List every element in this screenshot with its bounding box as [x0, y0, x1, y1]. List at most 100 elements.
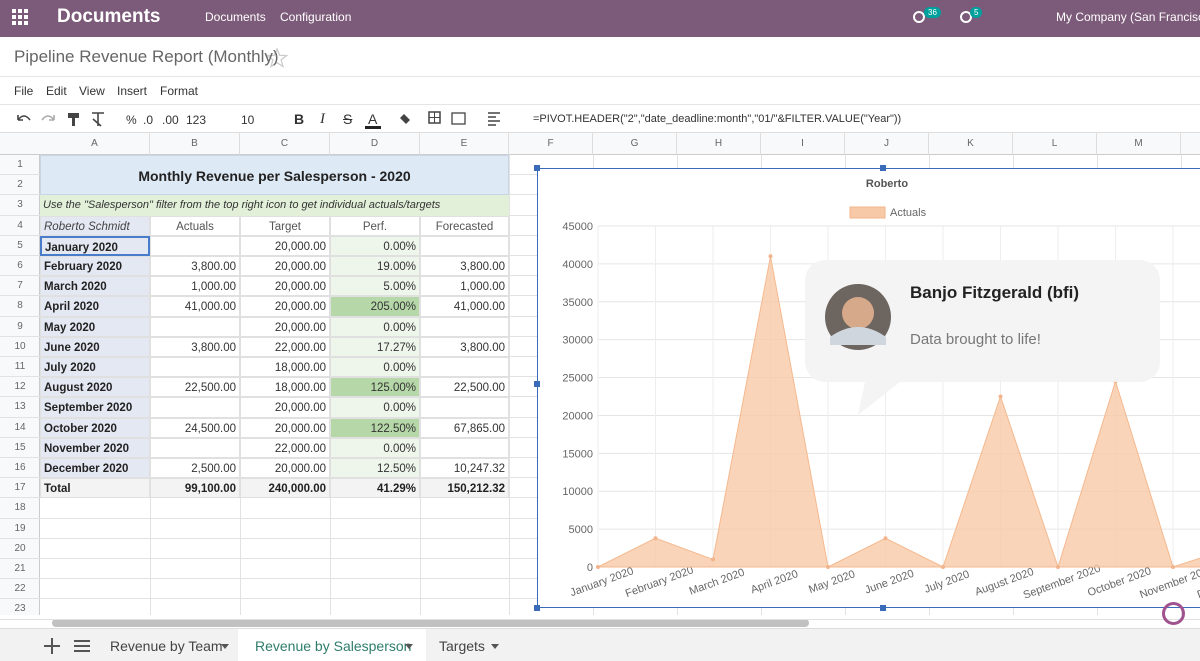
area [597, 256, 1200, 569]
cell: 1,000.00 [420, 276, 509, 297]
scrollbar[interactable] [52, 619, 809, 627]
bubble-shape [805, 260, 1160, 415]
row-header: 11 [0, 357, 40, 378]
y-tick-label: 45000 [562, 221, 593, 233]
sheet-tab[interactable]: Targets [439, 638, 485, 654]
avatar-face [842, 297, 874, 329]
menu-item[interactable]: Edit [46, 84, 67, 98]
star-icon[interactable] [266, 47, 288, 69]
caret [491, 644, 499, 649]
cell: July 2020 [40, 357, 150, 378]
cell: March 2020 [40, 276, 150, 297]
bottom-bar [0, 628, 1200, 661]
data-point [941, 565, 945, 569]
x-tick-label: April 2020 [749, 568, 800, 596]
resize-handle[interactable] [534, 165, 540, 171]
y-tick-label: 20000 [562, 410, 593, 422]
resize-handle[interactable] [880, 165, 886, 171]
cell: September 2020 [40, 397, 150, 418]
row-header: 14 [0, 418, 40, 438]
sheet-tab[interactable]: Revenue by Team [110, 638, 223, 654]
cell: Actuals [150, 215, 240, 236]
menu-item[interactable]: Format [160, 84, 199, 98]
toolbar-icons [17, 111, 500, 129]
row-header: 18 [0, 498, 40, 519]
navbar [0, 0, 1200, 37]
row-header: 15 [0, 438, 40, 458]
resize-handle[interactable] [534, 381, 540, 387]
company[interactable]: My Company (San Francisco [1056, 10, 1200, 24]
cell: 2,500.00 [150, 458, 240, 479]
cell: 240,000.00 [240, 478, 330, 499]
sheet-title: Monthly Revenue per Salesperson - 2020 [40, 155, 509, 196]
cell [420, 357, 509, 378]
tab-caret[interactable] [221, 644, 229, 649]
row-header: 10 [0, 337, 40, 357]
badge[interactable]: 36 [924, 7, 941, 18]
tab-caret[interactable] [405, 644, 413, 649]
cell: 22,000.00 [240, 437, 330, 458]
cell: 5.00% [330, 276, 420, 297]
cell: 20,000.00 [240, 256, 330, 277]
toolbar-button[interactable]: S [343, 111, 353, 127]
tab-caret[interactable] [491, 644, 499, 649]
badge[interactable]: 5 [970, 7, 983, 18]
toolbar-button[interactable]: A [368, 111, 378, 127]
legend-swatch [849, 206, 886, 219]
record-indicator [1162, 602, 1185, 625]
nav-menu[interactable]: Configuration [280, 10, 352, 24]
app-name[interactable]: Documents [57, 6, 161, 27]
cell: 20,000.00 [240, 276, 330, 297]
nav-icon[interactable] [960, 11, 972, 23]
active-tab [238, 629, 426, 661]
cell [150, 437, 240, 458]
cell [420, 397, 509, 418]
cell [150, 316, 240, 337]
x-tick-label: June 2020 [863, 568, 915, 597]
cell: 67,865.00 [420, 417, 509, 438]
cell: 22,000.00 [240, 336, 330, 357]
column-header: C [240, 133, 330, 155]
sheet-tab[interactable]: Revenue by Salesperson [255, 638, 412, 654]
caret [405, 644, 413, 649]
cell: 0.00% [330, 316, 420, 337]
toolbar-button[interactable]: % [126, 113, 137, 127]
toolbar-button[interactable]: 10 [241, 113, 255, 127]
nav-menu[interactable]: Documents [205, 10, 266, 24]
cell: 41,000.00 [150, 296, 240, 317]
toolbar-button[interactable]: I [320, 111, 325, 127]
cell: 125.00% [330, 377, 420, 398]
resize-handle[interactable] [534, 605, 540, 611]
column-header: J [845, 133, 929, 155]
row-header: 3 [0, 195, 40, 216]
row-header: 1 [0, 155, 40, 176]
nav-icon[interactable] [913, 11, 925, 23]
toolbar-button[interactable]: 123 [186, 113, 207, 127]
resize-handle[interactable] [880, 605, 886, 611]
cell: Total [40, 478, 150, 499]
cell: 18,000.00 [240, 357, 330, 378]
toolbar-button[interactable]: B [294, 111, 305, 127]
cell: 3,800.00 [420, 256, 509, 277]
grid-line [40, 618, 1200, 620]
row-header: 8 [0, 296, 40, 317]
menu-item[interactable]: File [14, 84, 34, 98]
row-header: 17 [0, 478, 40, 499]
row-header: 16 [0, 458, 40, 479]
toolbar-button[interactable]: .00 [162, 113, 179, 127]
apps-icon[interactable] [12, 9, 30, 27]
column-header: A [40, 133, 150, 155]
cell: 10,247.32 [420, 458, 509, 479]
data-point [883, 536, 888, 541]
menu-item[interactable]: Insert [117, 84, 148, 98]
cell: Forecasted [420, 215, 509, 236]
row-header: 2 [0, 175, 40, 196]
cell: 41.29% [330, 478, 420, 499]
menu-item[interactable]: View [79, 84, 105, 98]
cell: 20,000.00 [240, 397, 330, 418]
cell: 20,000.00 [240, 417, 330, 438]
toolbar-button[interactable]: .0 [143, 113, 154, 127]
sheet-controls[interactable] [40, 636, 92, 656]
cell [150, 397, 240, 418]
